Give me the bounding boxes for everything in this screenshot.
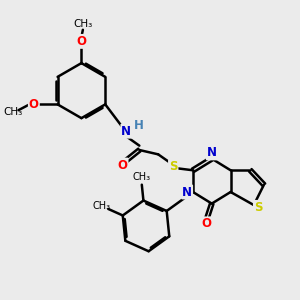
Text: O: O	[202, 218, 212, 230]
Text: S: S	[254, 201, 262, 214]
Text: N: N	[207, 146, 217, 159]
Text: O: O	[29, 98, 39, 111]
Text: H: H	[134, 119, 143, 133]
Text: O: O	[118, 159, 128, 172]
Text: O: O	[76, 35, 86, 48]
Text: CH₃: CH₃	[132, 172, 150, 182]
Text: S: S	[169, 160, 178, 173]
Text: CH₃: CH₃	[93, 201, 111, 211]
Text: N: N	[182, 185, 192, 199]
Text: N: N	[121, 125, 131, 138]
Text: CH₃: CH₃	[73, 19, 92, 29]
Text: CH₃: CH₃	[3, 106, 22, 117]
